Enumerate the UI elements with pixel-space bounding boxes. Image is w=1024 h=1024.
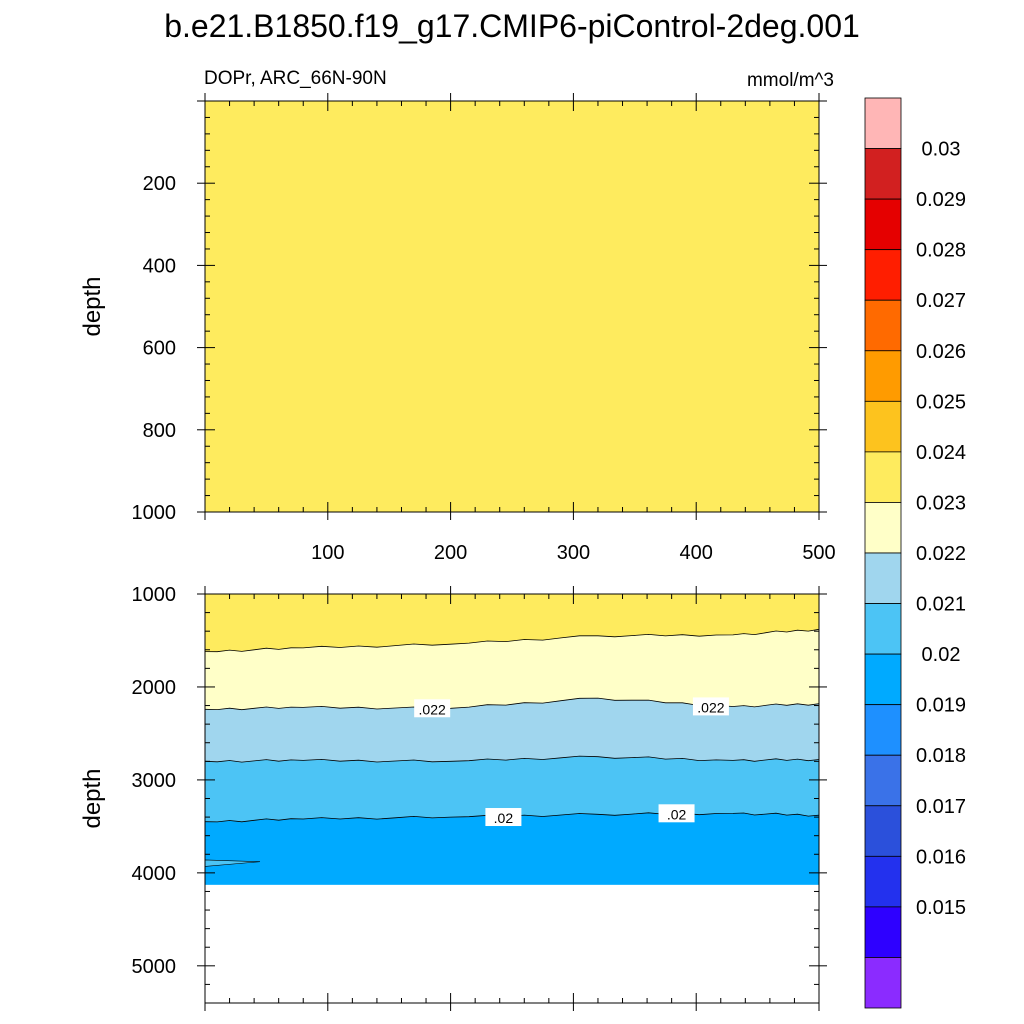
colorbar-box [864, 299, 902, 352]
colorbar-label: 0.028 [916, 240, 966, 262]
variable-label: DOPr, ARC_66N-90N [204, 68, 387, 89]
colorbar: 0.03 0.029 0.028 0.027 0.026 0.025 0.024 0.023 0… [864, 97, 966, 1009]
contour-line-2 [204, 755, 820, 763]
contour-label-bg [414, 699, 451, 718]
colorbar-box [864, 603, 902, 655]
colorbar-label: 0.018 [916, 745, 966, 767]
colorbar-box [864, 552, 902, 604]
contour-label-bg [485, 808, 522, 827]
colorbar-label: 0.017 [916, 796, 966, 818]
colorbar-label: 0.021 [916, 594, 966, 616]
contour-label-bg [658, 804, 695, 823]
contour-label-bg [692, 697, 729, 716]
contour-region-0 [205, 594, 819, 652]
contour-line-1 [204, 697, 820, 711]
contour-region-4 [205, 812, 819, 885]
contour-label-text: .02 [667, 806, 687, 822]
panel-upper: 200 400 600 800 1000 depth [79, 93, 827, 524]
contour-label-0: .022 [414, 699, 451, 718]
contour-line-3 [204, 812, 820, 823]
colorbar-label: 0.022 [916, 543, 966, 565]
colorbar-label: 0.015 [916, 897, 966, 919]
colorbar-box [864, 805, 902, 857]
panel-lower: .022 .022 .02 .02 1000 2000 3000 4000 5000 depth [79, 584, 827, 1011]
colorbar-box [864, 97, 902, 149]
x-tick-label: 100 [311, 542, 344, 564]
x-tick-label: 400 [680, 542, 713, 564]
plot-frame-upper [204, 100, 820, 513]
colorbar-box [864, 653, 902, 706]
colorbar-box [864, 754, 902, 807]
chart-title: b.e21.B1850.f19_g17.CMIP6-piControl-2deg… [164, 8, 860, 44]
colorbar-box [864, 957, 902, 1009]
no-data-area [205, 884, 819, 1003]
y-tick-label: 1000 [132, 502, 177, 524]
colorbar-label: 0.03 [922, 139, 961, 161]
y-axis-title: depth [79, 276, 106, 336]
colorbar-label: 0.027 [916, 290, 966, 312]
colorbar-box [864, 249, 902, 301]
y-tick-label: 1000 [132, 584, 177, 606]
contour-label-text: .022 [419, 701, 446, 717]
units-label: mmol/m^3 [747, 70, 834, 91]
y-tick-label: 200 [143, 173, 176, 195]
colorbar-box [864, 400, 902, 453]
contour-label-3: .02 [658, 804, 695, 823]
y-tick-label: 4000 [132, 863, 177, 885]
x-tick-label: 300 [557, 542, 590, 564]
colorbar-label: 0.024 [916, 442, 966, 464]
y-tick-label: 5000 [132, 956, 177, 978]
contour-label-text: .02 [494, 810, 514, 826]
contour-label-2: .02 [485, 808, 522, 827]
contour-region-0 [205, 101, 819, 512]
colorbar-label: 0.026 [916, 341, 966, 363]
colorbar-label: 0.023 [916, 492, 966, 514]
contour-label-text: .022 [697, 699, 724, 715]
colorbar-label: 0.029 [916, 189, 966, 211]
y-tick-label: 400 [143, 255, 176, 277]
contour-label-1: .022 [692, 697, 729, 716]
colorbar-label: 0.019 [916, 695, 966, 717]
colorbar-box [864, 906, 902, 958]
colorbar-label: 0.02 [922, 644, 961, 666]
y-tick-label: 2000 [132, 677, 177, 699]
colorbar-box [864, 704, 902, 756]
colorbar-label: 0.025 [916, 391, 966, 413]
colorbar-label: 0.016 [916, 846, 966, 868]
colorbar-box [864, 350, 902, 402]
y-tick-label: 3000 [132, 770, 177, 792]
x-tick-label: 200 [434, 542, 467, 564]
colorbar-box [864, 198, 902, 251]
colorbar-box [864, 148, 902, 200]
contour-region-2 [205, 698, 819, 763]
contour-region-1 [205, 629, 819, 710]
colorbar-box [864, 451, 902, 503]
contour-line-0 [204, 628, 820, 653]
y-axis-title: depth [79, 768, 106, 828]
y-tick-label: 600 [143, 338, 176, 360]
colorbar-box [864, 855, 902, 908]
colorbar-box [864, 502, 902, 554]
x-tick-label: 500 [802, 542, 835, 564]
y-tick-label: 800 [143, 420, 176, 442]
